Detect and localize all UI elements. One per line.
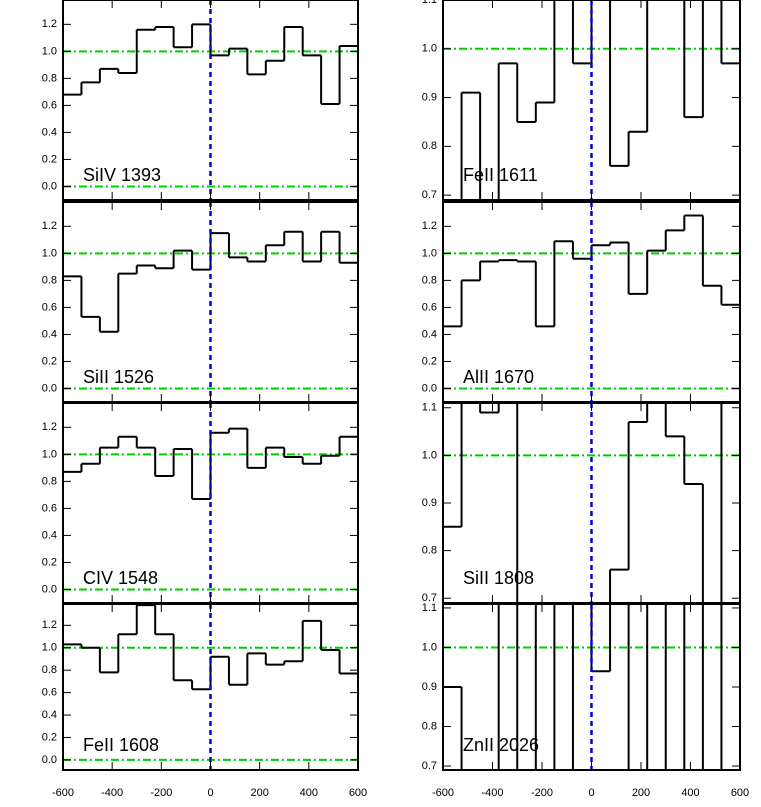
- panel: [443, 403, 740, 603]
- y-tick-label: 1.2: [42, 421, 57, 433]
- panel-label: SiII 1526: [83, 367, 154, 387]
- panel: [63, 0, 358, 200]
- y-tick-label: 0.4: [422, 328, 437, 340]
- y-tick-label: 0.9: [422, 497, 437, 509]
- y-tick-label: 0.7: [422, 760, 437, 772]
- x-tick-label: 200: [632, 787, 650, 799]
- y-tick-label: 0.0: [42, 583, 57, 595]
- panel: [443, 0, 740, 200]
- x-tick-label: 0: [588, 787, 594, 799]
- y-tick-label: 0.2: [42, 153, 57, 165]
- y-tick-label: 0.0: [42, 754, 57, 766]
- x-tick-label: 600: [731, 787, 749, 799]
- y-tick-label: 0.0: [42, 180, 57, 192]
- y-tick-label: 0.0: [422, 382, 437, 394]
- y-tick-label: 1.2: [422, 220, 437, 232]
- y-tick-label: 0.6: [422, 301, 437, 313]
- panel-label: SiII 1808: [463, 568, 534, 588]
- x-tick-label: -200: [150, 787, 172, 799]
- panel: [63, 202, 358, 402]
- panel: [443, 604, 740, 770]
- x-tick-label: -400: [481, 787, 503, 799]
- x-tick-label: 200: [250, 787, 268, 799]
- panel-label: FeII 1608: [83, 735, 159, 755]
- y-tick-label: 1.1: [422, 402, 437, 414]
- y-tick-label: 0.2: [422, 355, 437, 367]
- y-tick-label: 0.4: [42, 709, 57, 721]
- y-tick-label: 0.6: [42, 502, 57, 514]
- y-tick-label: 1.0: [42, 448, 57, 460]
- y-tick-label: 1.1: [422, 602, 437, 614]
- panel-label: AlII 1670: [463, 367, 534, 387]
- y-tick-label: 1.0: [422, 43, 437, 55]
- y-tick-label: 0.8: [422, 720, 437, 732]
- panel: [63, 604, 358, 770]
- x-tick-label: 0: [207, 787, 213, 799]
- y-tick-label: 0.8: [422, 545, 437, 557]
- x-tick-label: -200: [531, 787, 553, 799]
- y-tick-label: 0.0: [42, 382, 57, 394]
- x-tick-label: -600: [52, 787, 74, 799]
- y-tick-label: 0.6: [42, 687, 57, 699]
- y-tick-label: 1.0: [422, 449, 437, 461]
- x-tick-label: -400: [101, 787, 123, 799]
- y-tick-label: 1.0: [42, 45, 57, 57]
- x-tick-label: 400: [681, 787, 699, 799]
- y-tick-label: 0.2: [42, 355, 57, 367]
- y-tick-label: 1.0: [422, 641, 437, 653]
- y-tick-label: 1.2: [42, 18, 57, 30]
- panel-label: FeII 1611: [463, 165, 538, 185]
- y-tick-label: 0.4: [42, 126, 57, 138]
- y-tick-label: 1.0: [42, 642, 57, 654]
- y-tick-label: 0.8: [42, 475, 57, 487]
- y-tick-label: 0.9: [422, 681, 437, 693]
- x-tick-label: 600: [349, 787, 367, 799]
- y-tick-label: 0.7: [422, 189, 437, 201]
- panel-label: SiIV 1393: [83, 165, 161, 185]
- y-tick-label: 0.8: [422, 274, 437, 286]
- y-tick-label: 0.8: [42, 664, 57, 676]
- y-tick-label: 0.2: [42, 731, 57, 743]
- x-tick-label: -600: [432, 787, 454, 799]
- y-tick-label: 0.6: [42, 301, 57, 313]
- y-tick-label: 0.4: [42, 328, 57, 340]
- y-tick-label: 0.8: [422, 140, 437, 152]
- y-tick-label: 0.8: [42, 274, 57, 286]
- y-tick-label: 0.7: [422, 592, 437, 604]
- x-tick-label: 400: [300, 787, 318, 799]
- y-tick-label: 0.4: [42, 529, 57, 541]
- y-tick-label: 1.2: [42, 220, 57, 232]
- panel-label: ZnII 2026: [463, 735, 539, 755]
- y-tick-label: 0.2: [42, 556, 57, 568]
- y-tick-label: 1.1: [422, 0, 437, 6]
- panel: [63, 403, 358, 603]
- panel: [443, 202, 740, 402]
- panel-label: CIV 1548: [83, 568, 158, 588]
- y-tick-label: 0.6: [42, 99, 57, 111]
- y-tick-label: 0.9: [422, 91, 437, 103]
- y-tick-label: 1.2: [42, 619, 57, 631]
- y-tick-label: 0.8: [42, 72, 57, 84]
- y-tick-label: 1.0: [42, 247, 57, 259]
- y-tick-label: 1.0: [422, 247, 437, 259]
